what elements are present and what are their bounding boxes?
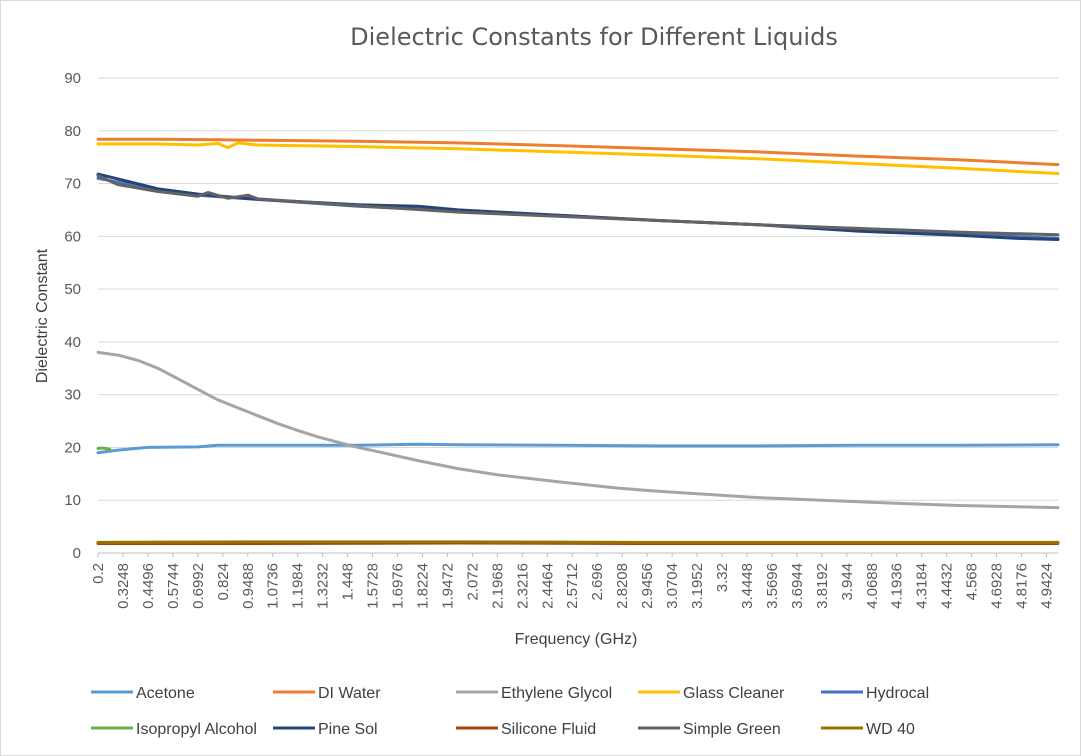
chart-title: Dielectric Constants for Different Liqui… (350, 23, 838, 51)
legend-label-di-water: DI Water (318, 685, 381, 702)
y-tick-label: 40 (64, 334, 81, 351)
x-tick-label: 3.0704 (664, 563, 681, 609)
x-tick-label: 1.448 (340, 563, 357, 601)
legend-label-wd-40: WD 40 (866, 721, 915, 738)
series-lines (96, 137, 1060, 545)
x-tick-label: 0.824 (215, 563, 232, 601)
x-tick-label: 0.5744 (165, 563, 182, 609)
legend: Acetone DI Water Ethylene Glycol Glass Clea… (91, 685, 929, 738)
x-tick-label: 4.1936 (889, 563, 906, 609)
x-axis-label: Frequency (GHz) (515, 631, 638, 648)
axes: 0 10 20 30 40 50 60 70 80 90 0.2 0.3248 0.4496 0.5744… (64, 70, 1058, 609)
legend-label-hydrocal: Hydrocal (866, 685, 929, 702)
y-axis-label: Dielectric Constant (34, 248, 51, 383)
x-tick-label: 4.568 (964, 563, 981, 601)
y-tick-label: 90 (64, 70, 81, 87)
x-tick-label: 1.6976 (390, 563, 407, 609)
y-tick-label: 70 (64, 176, 81, 193)
legend-label-isopropyl-alcohol: Isopropyl Alcohol (136, 721, 257, 738)
series-line-ethylene-glycol (96, 350, 1060, 510)
x-tick-label: 4.0688 (864, 563, 881, 609)
x-tick-label: 1.9472 (439, 563, 456, 609)
x-tick-label: 1.1984 (290, 563, 307, 609)
y-tick-label: 60 (64, 228, 81, 245)
x-tick-label: 4.9424 (1038, 563, 1055, 609)
x-tick-label: 3.6944 (789, 563, 806, 609)
series-line-isopropyl-alcohol (96, 446, 112, 452)
x-tick-label: 0.9488 (240, 563, 257, 609)
series-line-acetone (96, 442, 1060, 455)
x-tick-label: 2.8208 (614, 563, 631, 609)
legend-label-simple-green: Simple Green (683, 721, 781, 738)
series-line-glass-cleaner (96, 141, 1060, 175)
x-tick-label: 2.5712 (564, 563, 581, 609)
y-tick-label: 80 (64, 123, 81, 140)
x-tick-label: 3.4448 (739, 563, 756, 609)
x-tick-label: 2.3216 (514, 563, 531, 609)
x-tick-label: 2.4464 (539, 563, 556, 609)
x-tick-label: 0.2 (90, 563, 107, 584)
y-tick-label: 50 (64, 281, 81, 298)
x-tick-label: 0.6992 (190, 563, 207, 609)
x-tick-label: 4.4432 (939, 563, 956, 609)
x-tick-label: 1.3232 (315, 563, 332, 609)
legend-label-ethylene-glycol: Ethylene Glycol (501, 685, 612, 702)
series-line-di-water (96, 137, 1060, 167)
series-line-wd-40 (96, 540, 1060, 544)
x-tick-label: 4.6928 (989, 563, 1006, 609)
legend-label-pine-sol: Pine Sol (318, 721, 378, 738)
x-tick-label: 2.1968 (489, 563, 506, 609)
x-tick-label: 0.4496 (140, 563, 157, 609)
legend-label-acetone: Acetone (136, 685, 195, 702)
x-tick-label: 0.3248 (115, 563, 132, 609)
legend-label-silicone-fluid: Silicone Fluid (501, 721, 596, 738)
x-tick-label: 4.3184 (914, 563, 931, 609)
x-tick-label: 4.8176 (1014, 563, 1031, 609)
x-tick-label: 3.32 (714, 563, 731, 592)
x-tick-label: 2.9456 (639, 563, 656, 609)
y-tick-label: 30 (64, 387, 81, 404)
y-tick-label: 10 (64, 492, 81, 509)
x-tick-label: 1.8224 (414, 563, 431, 609)
y-tick-label: 0 (73, 545, 81, 562)
x-tick-label: 1.5728 (365, 563, 382, 609)
x-tick-label: 3.1952 (689, 563, 706, 609)
x-tick-label: 3.944 (839, 563, 856, 601)
x-tick-label: 2.072 (464, 563, 481, 601)
legend-label-glass-cleaner: Glass Cleaner (683, 685, 785, 702)
series-line-pine-sol (96, 172, 1060, 241)
x-tick-label: 1.0736 (265, 563, 282, 609)
gridlines (98, 77, 1058, 501)
x-tick-label: 3.8192 (814, 563, 831, 609)
x-tick-label: 3.5696 (764, 563, 781, 609)
y-tick-label: 20 (64, 439, 81, 456)
x-tick-label: 2.696 (589, 563, 606, 601)
series-line-simple-green (96, 174, 1060, 237)
